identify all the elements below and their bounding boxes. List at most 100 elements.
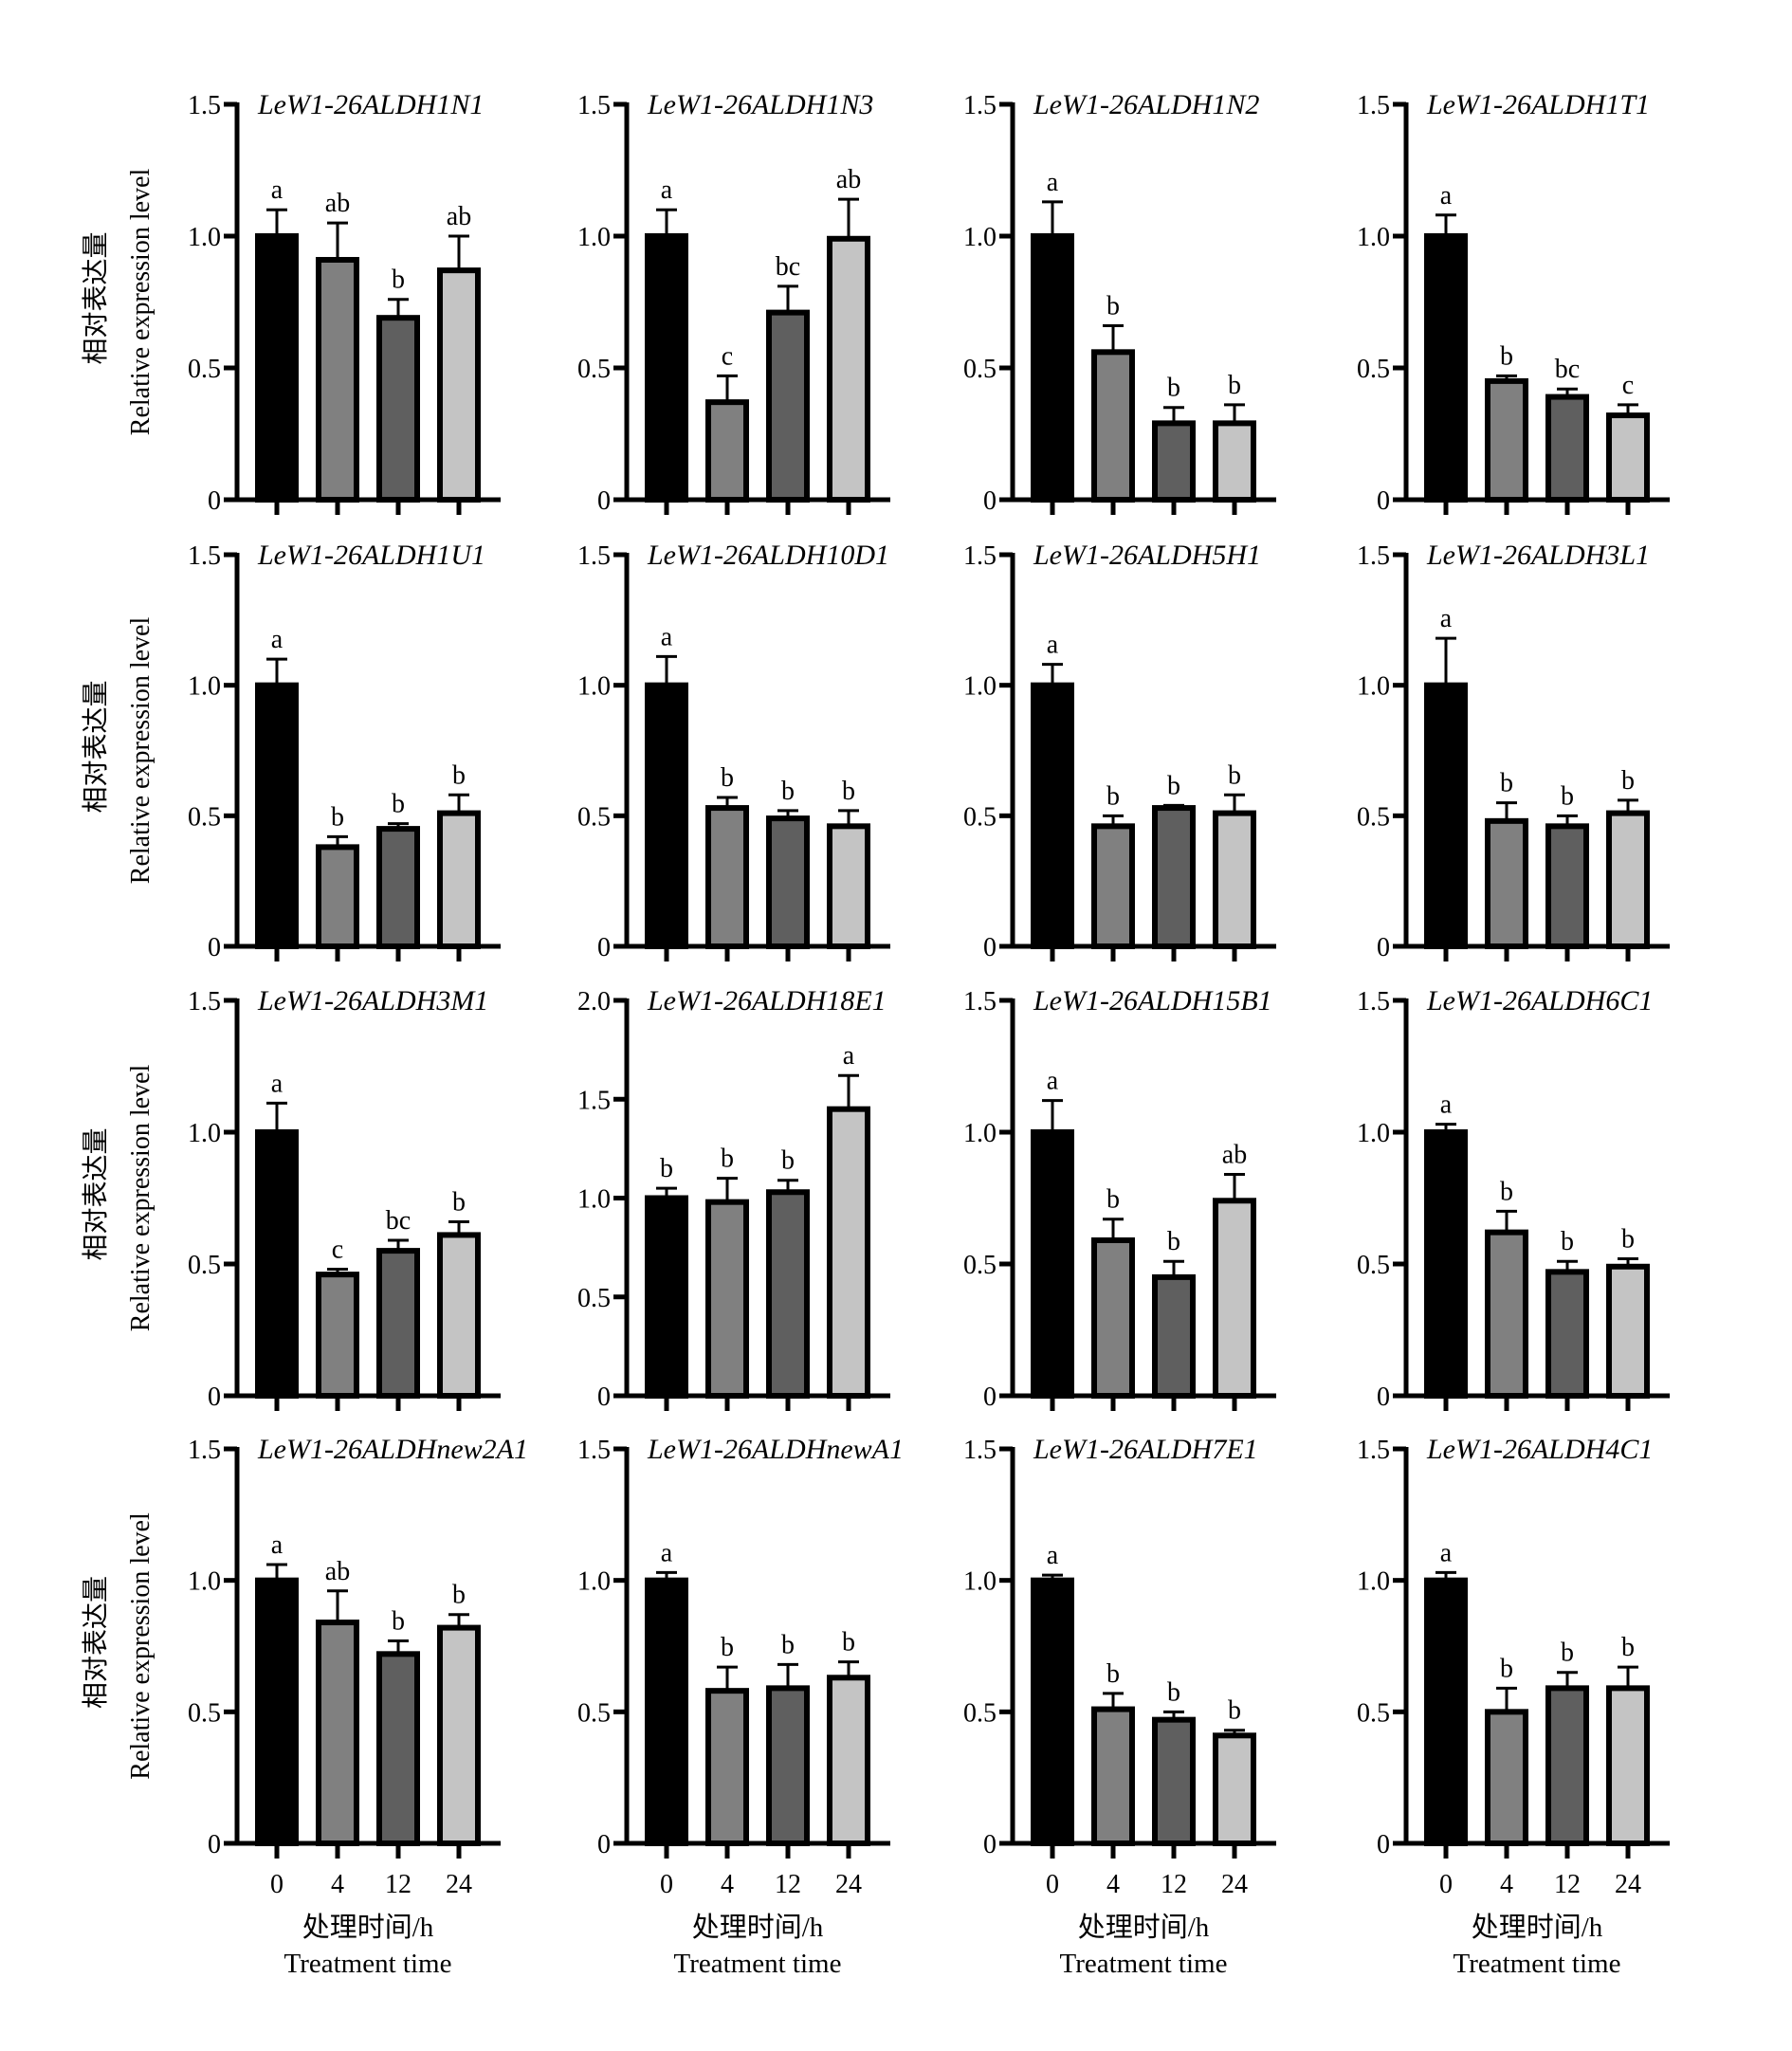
chart-panel-LeW1-26ALDH3L1: 0 0.5 1.0 1.5 LeW1-26ALDH3L1 a b b b [1357,540,1670,962]
bar-24h [1213,1198,1256,1400]
y-tick-label: 1.0 [1357,1119,1390,1148]
y-tick-label: 1.0 [1357,672,1390,702]
bar-24h [437,1232,481,1400]
bar-0h [645,1195,688,1399]
y-tick-label: 0.5 [1357,1698,1390,1728]
y-tick-label: 1.5 [188,1436,221,1465]
chart-panel-LeW1-26ALDH5H1: 0 0.5 1.0 1.5 LeW1-26ALDH5H1 a b b b [963,540,1276,962]
panel-title: LeW1-26ALDH1T1 [1426,89,1650,120]
panel-title: LeW1-26ALDH1N3 [647,89,873,120]
significance-label: b [1500,341,1513,371]
x-tick-label: 4 [1106,1870,1120,1899]
bar-24h [1213,810,1256,950]
significance-label: b [721,1145,734,1174]
y-axis-label-en: Relative expression level [126,169,155,436]
y-tick-label: 1.5 [577,1436,611,1465]
significance-label: b [1500,1654,1513,1683]
y-tick-label: 1.5 [963,91,997,120]
x-tick-label: 0 [1046,1870,1059,1899]
y-tick-label: 1.5 [1357,541,1390,571]
chart-panel-LeW1-26ALDH1N2: 0 0.5 1.0 1.5 LeW1-26ALDH1N2 a b b b [963,89,1276,516]
y-tick-label: 1.5 [963,1436,997,1465]
bar-24h [437,810,481,950]
x-tick-label: 12 [1554,1870,1581,1899]
significance-label: a [1047,1067,1059,1096]
x-tick-label: 0 [1439,1870,1453,1899]
bar-24h [827,1675,870,1847]
bar-0h [1031,1577,1074,1846]
panel-title: LeW1-26ALDHnew2A1 [257,1434,528,1465]
significance-label: b [1106,292,1120,321]
significance-label: b [331,802,344,832]
significance-label: a [1440,1538,1453,1567]
significance-label: c [722,341,733,371]
y-tick-label: 0 [1377,1383,1390,1412]
significance-label: b [392,790,405,819]
bar-24h [1213,420,1256,504]
significance-label: b [721,1633,734,1662]
y-tick-label: 0 [1377,1830,1390,1859]
y-tick-label: 0 [983,933,997,962]
chart-panel-LeW1-26ALDH1N3: 0 0.5 1.0 1.5 LeW1-26ALDH1N3 a c bc ab [577,89,890,516]
y-tick-label: 0 [597,933,611,962]
x-axis-label-en: Treatment time [674,1949,842,1979]
significance-label: b [1106,1659,1120,1689]
significance-label: ab [836,165,861,194]
significance-label: b [392,266,405,295]
bar-0h [645,1577,688,1846]
bar-4h [316,257,359,503]
y-tick-label: 1.5 [1357,91,1390,120]
bar-0h [1031,682,1074,950]
significance-label: b [660,1154,673,1183]
significance-label: b [1561,1227,1574,1256]
bar-0h [1424,1129,1468,1399]
significance-label: ab [325,1557,350,1586]
panel-title: LeW1-26ALDH1N2 [1033,89,1259,120]
significance-label: bc [386,1206,411,1236]
y-tick-label: 0.5 [577,802,611,832]
bar-12h [376,1651,420,1846]
bar-12h [376,826,420,949]
significance-label: b [1228,371,1241,400]
bar-0h [255,1577,299,1846]
significance-label: b [1621,1224,1635,1254]
y-tick-label: 1.0 [188,223,221,252]
x-axis-label-en: Treatment time [1454,1949,1621,1979]
y-tick-label: 1.0 [188,672,221,702]
y-tick-label: 0.5 [1357,802,1390,832]
significance-label: b [1500,769,1513,798]
y-tick-label: 1.0 [1357,1567,1390,1597]
x-axis-label-cn: 处理时间/h [302,1912,434,1943]
x-tick-label: 4 [1500,1870,1513,1899]
chart-panel-LeW1-26ALDHnewA1: 0 0.5 1.0 1.5 LeW1-26ALDHnewA1 a 0 b 4 b 12 b 24 处理时间… [577,1434,904,1979]
significance-label: b [392,1606,405,1636]
significance-label: a [1047,1541,1059,1570]
bar-0h [1031,1129,1074,1399]
y-tick-label: 0.5 [963,1251,997,1280]
bar-12h [1152,1716,1196,1846]
bar-24h [1606,1685,1650,1846]
significance-label: bc [1555,355,1580,384]
y-axis-label-cn: 相对表达量 [81,231,111,364]
significance-label: b [1106,781,1120,811]
bar-0h [645,233,688,503]
y-tick-label: 1.0 [188,1567,221,1597]
y-tick-label: 0.5 [577,1284,611,1313]
y-tick-label: 0 [208,933,221,962]
significance-label: a [1047,631,1059,660]
bar-24h [827,235,870,503]
significance-label: a [1440,181,1453,211]
bar-12h [766,815,810,949]
y-tick-label: 0 [208,486,221,516]
bar-4h [316,844,359,950]
y-tick-label: 0.5 [188,355,221,384]
x-tick-label: 12 [1161,1870,1187,1899]
bar-24h [827,823,870,950]
panel-title: LeW1-26ALDHnewA1 [647,1434,904,1465]
x-tick-label: 12 [385,1870,411,1899]
y-tick-label: 0 [983,1383,997,1412]
significance-label: a [1440,1090,1453,1120]
y-tick-label: 1.5 [188,987,221,1016]
y-tick-label: 0 [1377,486,1390,516]
y-tick-label: 1.5 [1357,1436,1390,1465]
